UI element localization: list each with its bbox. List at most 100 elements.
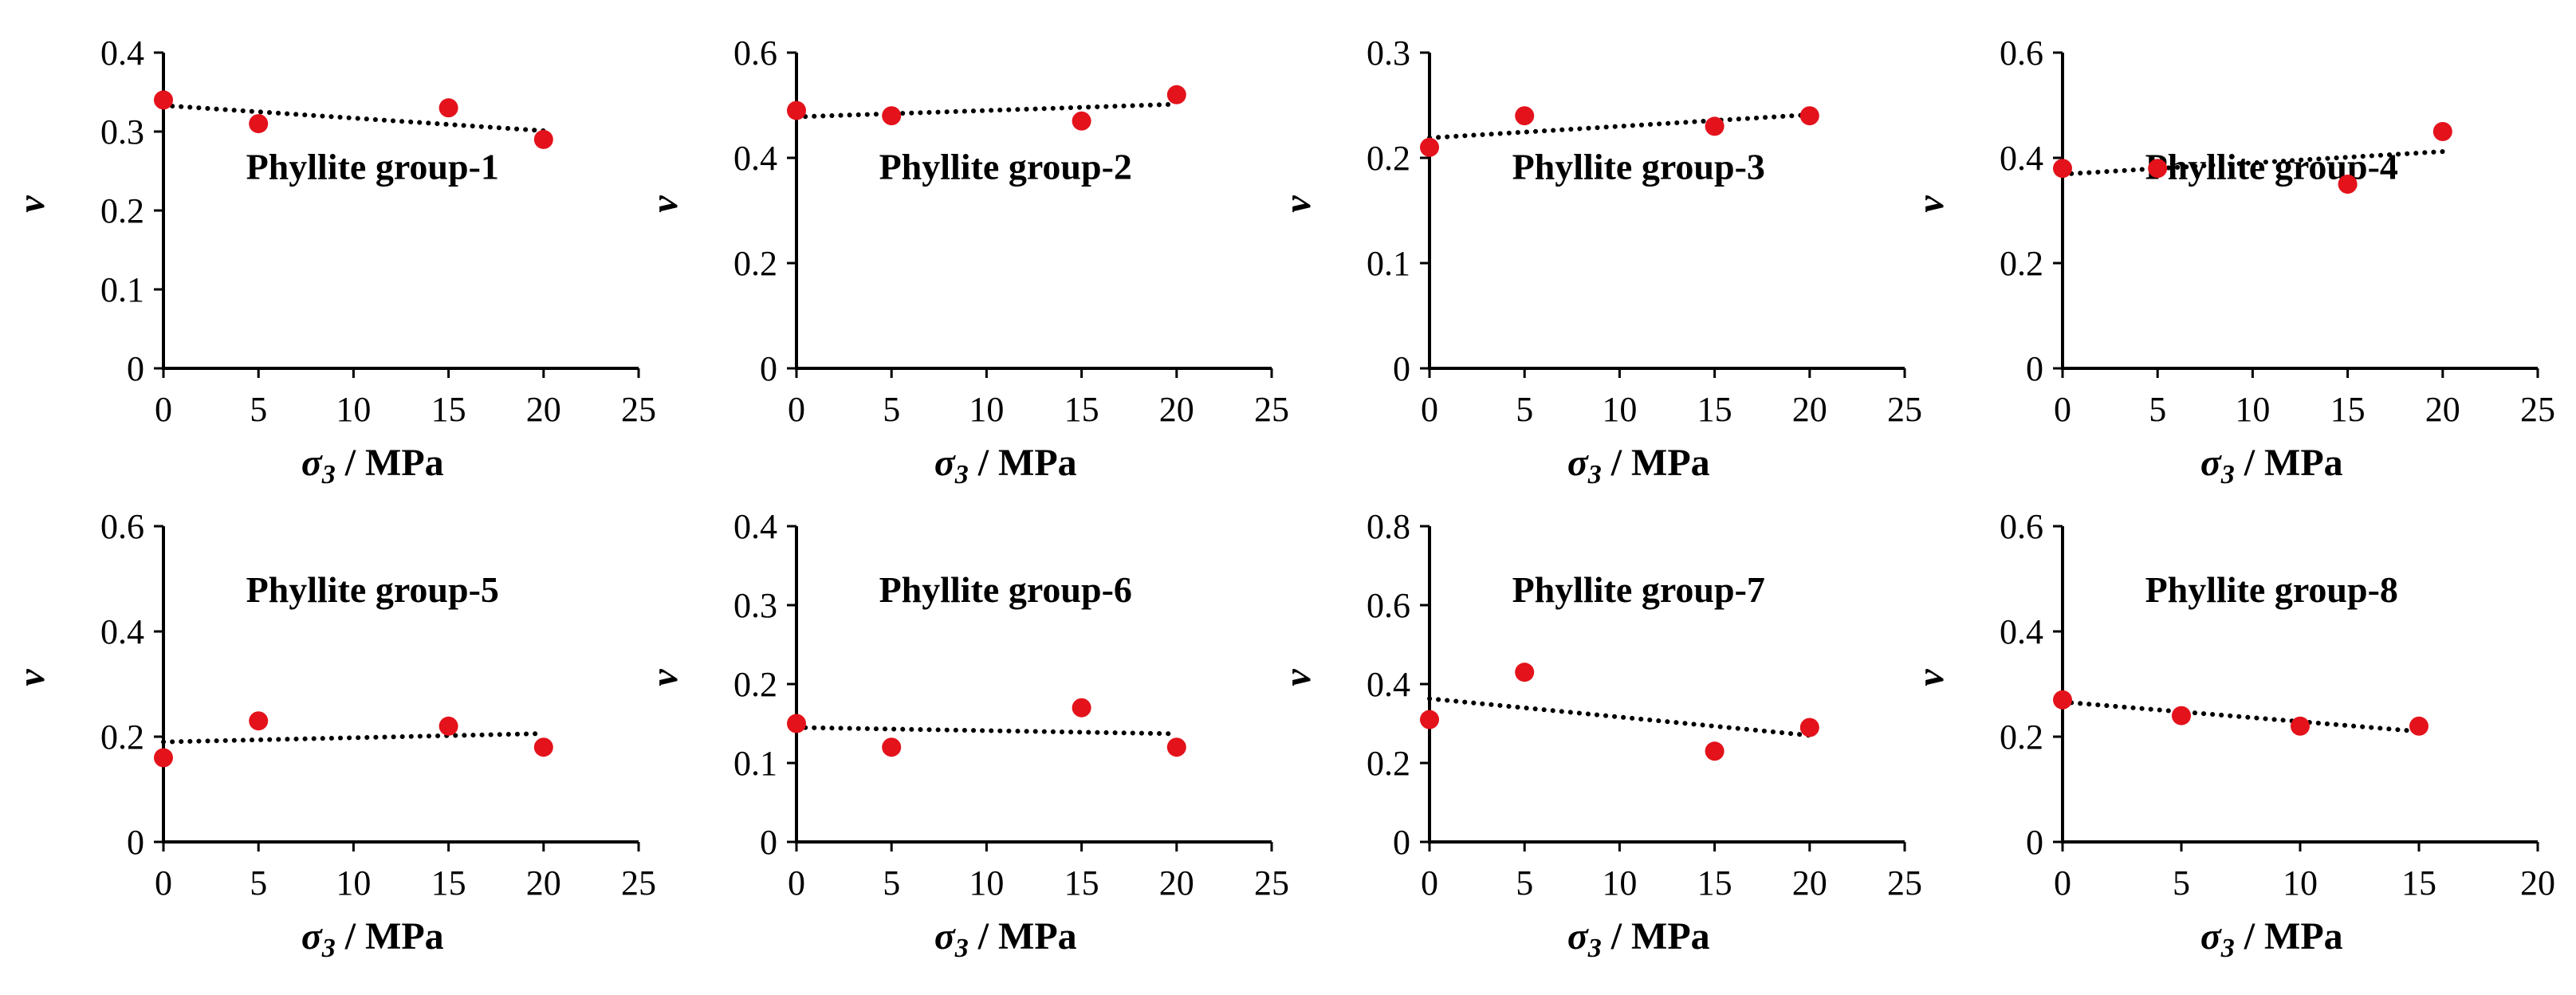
x-tick-label: 15 bbox=[2330, 390, 2366, 429]
x-tick-label: 25 bbox=[621, 390, 656, 429]
x-tick-label: 5 bbox=[2149, 390, 2166, 429]
y-axis-label: ν bbox=[643, 669, 686, 686]
y-tick-label: 0.8 bbox=[1367, 507, 1410, 546]
data-point bbox=[2432, 122, 2452, 141]
data-point bbox=[533, 737, 553, 757]
data-point bbox=[1166, 85, 1186, 104]
x-tick-label: 0 bbox=[155, 863, 172, 903]
y-tick-label: 0.2 bbox=[733, 665, 777, 704]
chart-title: Phyllite group-6 bbox=[879, 569, 1132, 610]
data-point bbox=[1515, 663, 1535, 682]
data-point bbox=[249, 711, 269, 731]
x-tick-label: 10 bbox=[969, 390, 1004, 429]
x-tick-label: 5 bbox=[883, 863, 900, 903]
y-tick-label: 0.3 bbox=[100, 112, 144, 151]
data-point bbox=[882, 106, 902, 126]
y-tick-label: 0.2 bbox=[1367, 139, 1410, 178]
x-tick-label: 20 bbox=[1792, 390, 1827, 429]
data-point bbox=[533, 129, 553, 149]
data-point bbox=[1072, 111, 1091, 131]
y-tick-label: 0.3 bbox=[1367, 33, 1410, 73]
data-point bbox=[439, 98, 458, 118]
y-tick-label: 0.2 bbox=[733, 244, 777, 283]
data-point bbox=[1515, 106, 1535, 126]
chart-panel-4: 0 0.2 0.4 0.6 0 5 10 15 20 25 ν σ3 / MPa Phyllite gr… bbox=[1909, 33, 2555, 490]
y-tick-label: 0.4 bbox=[100, 612, 144, 651]
y-tick-label: 0 bbox=[127, 823, 144, 862]
y-tick-label: 0.4 bbox=[733, 507, 777, 546]
y-tick-label: 0.4 bbox=[2000, 612, 2043, 651]
x-tick-label: 15 bbox=[431, 863, 466, 903]
y-tick-label: 0.1 bbox=[100, 270, 144, 309]
y-tick-label: 0 bbox=[1393, 823, 1410, 862]
chart-title: Phyllite group-8 bbox=[2145, 569, 2398, 610]
y-tick-label: 0.6 bbox=[733, 33, 777, 73]
x-tick-label: 10 bbox=[1602, 863, 1637, 903]
y-tick-label: 0.2 bbox=[100, 718, 144, 757]
y-tick-label: 0.4 bbox=[2000, 139, 2043, 178]
x-tick-label: 10 bbox=[2283, 863, 2318, 903]
x-tick-label: 25 bbox=[1254, 390, 1289, 429]
chart-title: Phyllite group-3 bbox=[1512, 146, 1765, 187]
x-axis-label: σ3 / MPa bbox=[301, 442, 444, 490]
trend-line bbox=[2060, 699, 2421, 734]
data-point bbox=[154, 748, 173, 768]
data-point bbox=[2053, 159, 2072, 179]
data-point bbox=[2053, 690, 2072, 710]
chart-panel-1: 0 0.1 0.2 0.3 0.4 0 5 10 15 20 25 ν σ3 / MPa Phyllite… bbox=[10, 33, 656, 490]
x-tick-label: 0 bbox=[788, 390, 805, 429]
chart-title: Phyllite group-7 bbox=[1512, 569, 1765, 610]
y-tick-label: 0 bbox=[760, 349, 777, 388]
y-axis-label: ν bbox=[10, 669, 53, 686]
x-tick-label: 15 bbox=[1064, 390, 1099, 429]
y-tick-label: 0.2 bbox=[1367, 744, 1410, 783]
data-point bbox=[2291, 716, 2310, 736]
x-tick-label: 5 bbox=[1516, 863, 1533, 903]
x-tick-label: 5 bbox=[883, 390, 900, 429]
y-axis-label: ν bbox=[1909, 669, 1952, 686]
x-axis-label: σ3 / MPa bbox=[1567, 442, 1710, 490]
x-tick-label: 20 bbox=[1159, 390, 1194, 429]
data-point bbox=[787, 714, 806, 733]
chart-title: Phyllite group-1 bbox=[246, 146, 499, 187]
y-tick-label: 0.1 bbox=[733, 744, 777, 783]
x-axis-label: σ3 / MPa bbox=[934, 915, 1077, 963]
trend-line bbox=[794, 101, 1179, 120]
data-point bbox=[1166, 737, 1186, 757]
data-point bbox=[1799, 106, 1819, 126]
x-tick-label: 25 bbox=[2520, 390, 2555, 429]
y-tick-label: 0.4 bbox=[100, 33, 144, 73]
data-point bbox=[1705, 116, 1725, 136]
y-tick-label: 0 bbox=[1393, 349, 1410, 388]
x-tick-label: 10 bbox=[336, 390, 371, 429]
y-tick-label: 0 bbox=[2026, 823, 2043, 862]
chart-panel-6: 0 0.1 0.2 0.3 0.4 0 5 10 15 20 25 ν σ3 / MPa Phyllite… bbox=[643, 507, 1289, 963]
chart-panel-8: 0 0.2 0.4 0.6 0 5 10 15 20 ν σ3 / MPa Phyllite grou… bbox=[1909, 507, 2555, 963]
y-tick-label: 0 bbox=[2026, 349, 2043, 388]
y-tick-label: 0.6 bbox=[2000, 507, 2043, 546]
data-point bbox=[439, 716, 458, 736]
data-point bbox=[787, 100, 806, 120]
x-tick-label: 20 bbox=[1159, 863, 1194, 903]
x-tick-label: 20 bbox=[2425, 390, 2460, 429]
y-tick-label: 0.2 bbox=[2000, 244, 2043, 283]
data-point bbox=[249, 114, 269, 134]
x-axis-label: σ3 / MPa bbox=[1567, 915, 1710, 963]
x-tick-label: 15 bbox=[1697, 863, 1732, 903]
x-axis-label: σ3 / MPa bbox=[301, 915, 444, 963]
x-tick-label: 0 bbox=[2054, 390, 2071, 429]
data-point bbox=[1420, 710, 1439, 730]
chart-panel-5: 0 0.2 0.4 0.6 0 5 10 15 20 25 ν σ3 / MPa Phyllite gr… bbox=[10, 507, 656, 963]
x-tick-label: 5 bbox=[250, 863, 267, 903]
x-tick-label: 5 bbox=[1516, 390, 1533, 429]
y-tick-label: 0.6 bbox=[1367, 586, 1410, 625]
data-point bbox=[882, 737, 902, 757]
data-point bbox=[1420, 137, 1439, 157]
data-point bbox=[2409, 716, 2429, 736]
data-point bbox=[2148, 159, 2168, 179]
chart-title: Phyllite group-5 bbox=[246, 569, 499, 610]
x-axis-label: σ3 / MPa bbox=[2200, 915, 2343, 963]
y-axis-label: ν bbox=[1276, 669, 1319, 686]
